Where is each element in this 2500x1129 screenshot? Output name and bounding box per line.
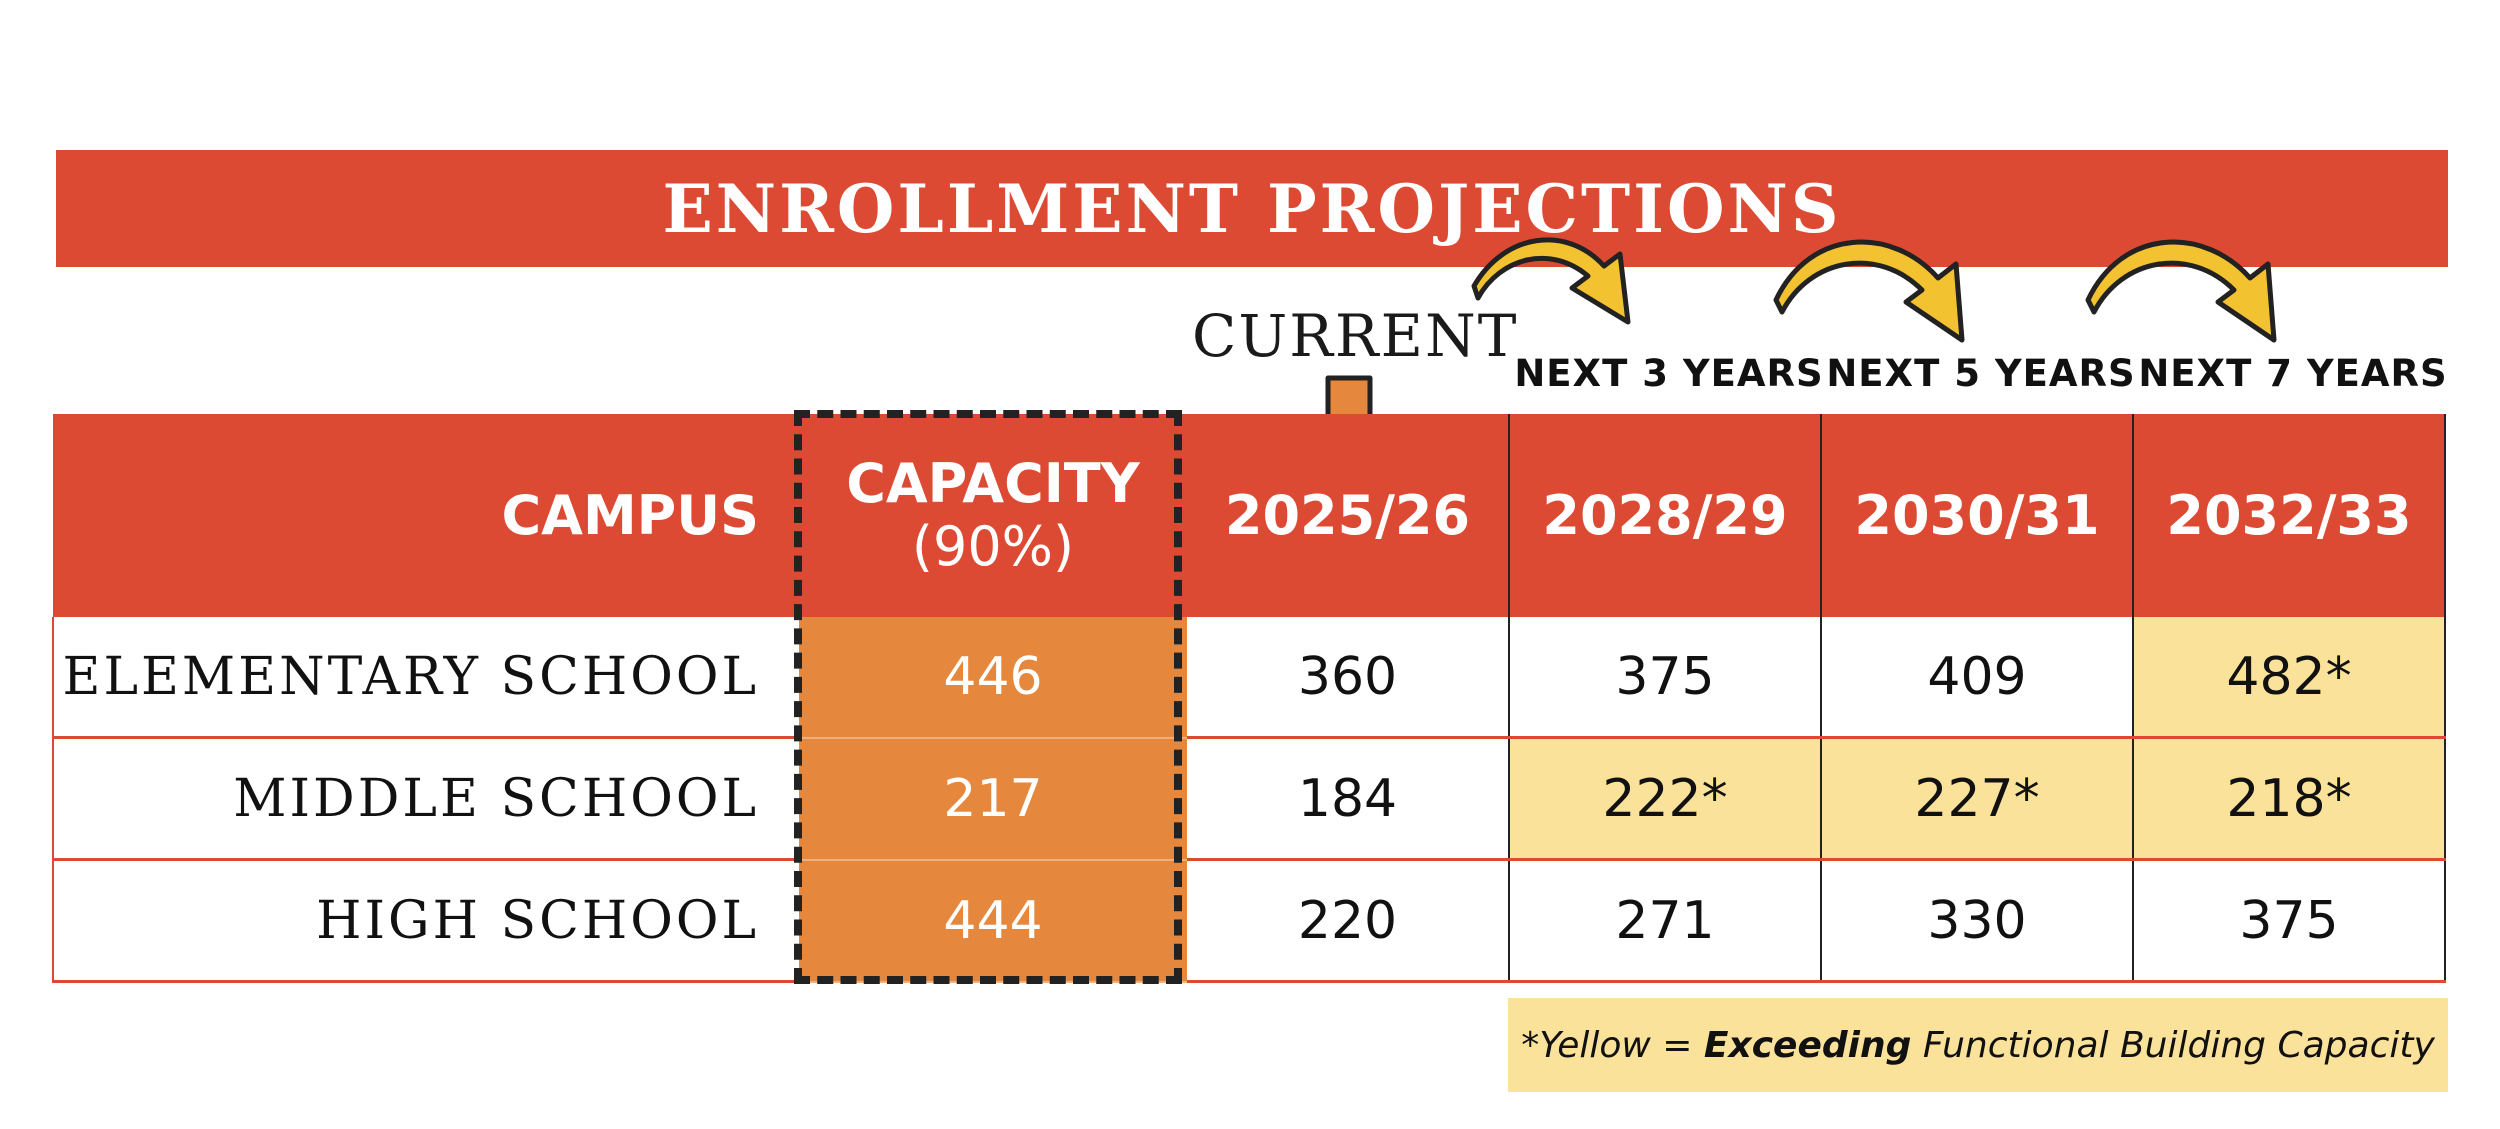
value-cell-exceeding: 482* [2132,617,2446,739]
curved-arrow-icon [1773,239,1965,343]
curved-arrow-icon [2085,239,2277,343]
year-header-2028-29: 2028/29 [1508,414,1821,617]
capacity-header-line2: (90%) [911,514,1075,578]
table-header-row: CAMPUS CAPACITY (90%) 2025/26 2028/29 20… [53,414,2446,617]
value-cell: 375 [1508,617,1821,739]
capacity-header-line1: CAPACITY [846,452,1140,516]
value-cell: 220 [1187,859,1509,983]
campus-cell: MIDDLE SCHOOL [52,737,799,861]
period-label-3-years: NEXT 3 YEARS [1514,352,1824,395]
capacity-cell: 444 [799,859,1187,983]
period-label-5-years: NEXT 5 YEARS [1826,352,2136,395]
legend-suffix: Functional Building Capacity [1911,1024,2435,1066]
value-cell-exceeding: 227* [1820,737,2133,861]
legend-note: *Yellow = Exceeding Functional Building … [1508,998,2448,1092]
value-cell-exceeding: 218* [2132,737,2446,861]
period-label-7-years: NEXT 7 YEARS [2138,352,2448,395]
campus-header: CAMPUS [53,414,799,617]
campus-cell: HIGH SCHOOL [52,859,799,983]
table-row: ELEMENTARY SCHOOL 446 360 375 409 482* [52,617,2446,739]
value-cell-exceeding: 222* [1508,737,1821,861]
value-cell: 409 [1820,617,2133,739]
capacity-cell: 446 [799,617,1187,739]
page-title: ENROLLMENT PROJECTIONS [662,169,1842,248]
table-row: HIGH SCHOOL 444 220 271 330 375 [52,859,2446,983]
capacity-cell: 217 [799,737,1187,861]
value-cell: 271 [1508,859,1821,983]
value-cell: 330 [1820,859,2133,983]
enrollment-table: CAMPUS CAPACITY (90%) 2025/26 2028/29 20… [52,414,2446,983]
legend-prefix: *Yellow = [1521,1024,1704,1066]
campus-cell: ELEMENTARY SCHOOL [52,617,799,739]
year-header-2025-26: 2025/26 [1187,414,1509,617]
curved-arrow-icon [1471,237,1631,325]
legend-bold: Exceeding [1703,1024,1912,1066]
year-header-2032-33: 2032/33 [2132,414,2446,617]
value-cell: 184 [1187,737,1509,861]
title-banner: ENROLLMENT PROJECTIONS [56,150,2448,267]
table-row: MIDDLE SCHOOL 217 184 222* 227* 218* [52,737,2446,861]
capacity-header: CAPACITY (90%) [799,414,1187,617]
value-cell: 375 [2132,859,2446,983]
current-label: CURRENT [1192,302,1519,370]
year-header-2030-31: 2030/31 [1820,414,2133,617]
value-cell: 360 [1187,617,1509,739]
